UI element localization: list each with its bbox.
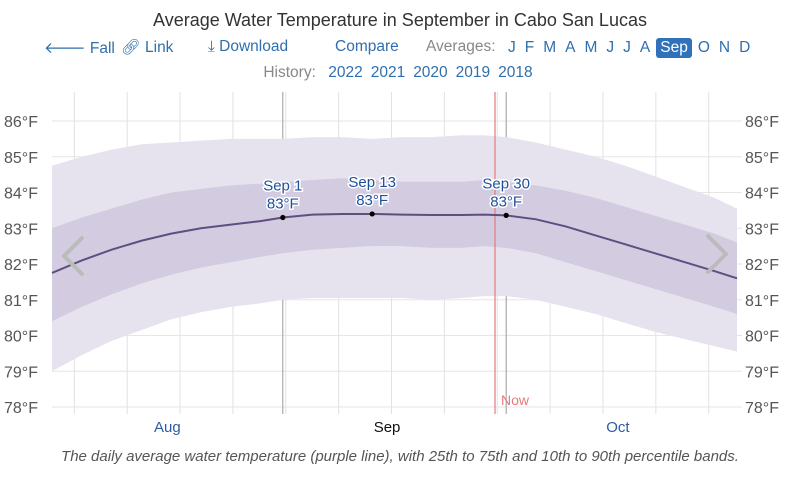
y-tick-label-right: 85°F	[745, 150, 779, 167]
month-link[interactable]: O	[697, 39, 710, 56]
annotation-date: Sep 1	[263, 178, 302, 195]
chevron-left-icon[interactable]	[62, 236, 84, 276]
y-tick-label-right: 80°F	[745, 329, 779, 346]
month-link[interactable]: J	[508, 39, 516, 56]
month-selector: J F M A M J J A Sep O N D	[505, 38, 756, 58]
now-label: Now	[501, 392, 530, 408]
prev-season-label: Fall	[89, 40, 115, 57]
month-link[interactable]: A	[565, 39, 576, 56]
download-button[interactable]: ⤓ Download	[208, 38, 288, 56]
month-link[interactable]: M	[584, 39, 598, 56]
history-years: 2022 2021 2020 2019 2018	[324, 64, 536, 81]
annotation-value: 83°F	[490, 193, 522, 210]
month-link[interactable]: J	[606, 39, 615, 56]
download-icon: ⤓	[208, 38, 215, 55]
download-label: Download	[219, 38, 289, 55]
month-link[interactable]: D	[739, 39, 751, 56]
prev-season-button[interactable]: 🡐 Fall	[44, 38, 115, 58]
mean-line-group: Now	[51, 92, 738, 414]
annotation-value: 83°F	[267, 196, 299, 213]
chart-nav	[62, 234, 728, 276]
month-link[interactable]: J	[623, 39, 631, 56]
history-year-link[interactable]: 2022	[328, 64, 363, 81]
arrow-left-icon: 🡐	[44, 40, 86, 57]
page-title: Average Water Temperature in September i…	[153, 10, 647, 30]
y-tick-label-left: 85°F	[4, 150, 38, 167]
annotation-value: 83°F	[356, 192, 388, 209]
y-tick-label-left: 80°F	[4, 329, 38, 346]
annotation-point	[369, 211, 375, 217]
y-tick-label-right: 82°F	[745, 257, 779, 274]
compare-button[interactable]: Compare	[335, 38, 399, 55]
month-link[interactable]: M	[543, 39, 557, 56]
averages-label: Averages:	[426, 38, 496, 55]
y-tick-label-left: 78°F	[4, 400, 38, 417]
link-icon: 🔗︎	[121, 39, 141, 56]
x-month-label: Aug	[154, 419, 181, 436]
chevron-right-icon[interactable]	[706, 234, 728, 274]
history-label: History:	[263, 64, 316, 81]
percentile-bands	[52, 135, 737, 372]
month-link[interactable]: F	[524, 39, 535, 56]
y-tick-label-left: 79°F	[4, 364, 38, 381]
link-label: Link	[145, 39, 174, 56]
band-25-75	[52, 178, 737, 322]
y-tick-label-right: 79°F	[745, 364, 779, 381]
y-tick-label-right: 86°F	[745, 114, 779, 131]
month-link[interactable]: N	[718, 39, 731, 56]
x-month-label: Sep	[374, 419, 401, 436]
y-tick-label-left: 84°F	[4, 186, 38, 203]
y-tick-label-right: 84°F	[745, 186, 779, 203]
axes: 78°F 78°F 79°F 79°F 80°F 80°F 81°F 81°F 82°F 82°F…	[4, 114, 779, 436]
history-year-link[interactable]: 2021	[370, 64, 406, 81]
y-tick-label-left: 81°F	[4, 293, 38, 310]
annotation-date: Sep 13	[348, 174, 396, 191]
y-tick-label-left: 83°F	[4, 221, 38, 238]
link-button[interactable]: 🔗︎ Link	[121, 38, 173, 57]
month-link[interactable]: Sep	[656, 38, 692, 58]
history-year-link[interactable]: 2018	[498, 64, 533, 81]
y-tick-label-right: 83°F	[745, 221, 779, 238]
y-tick-label-right: 81°F	[745, 293, 779, 310]
y-tick-label-left: 86°F	[4, 114, 38, 131]
y-tick-label-left: 82°F	[4, 257, 38, 274]
x-month-label: Oct	[606, 419, 630, 436]
annotation-point	[280, 214, 286, 221]
mean-line	[51, 212, 738, 280]
annotation-date: Sep 30	[482, 175, 530, 192]
chart-caption: The daily average water temperature (pur…	[61, 448, 739, 465]
y-tick-label-right: 78°F	[745, 400, 779, 417]
history-year-link[interactable]: 2020	[413, 64, 448, 81]
annotation-point	[503, 212, 509, 218]
history-row: History: 2022 2021 2020 2019 2018	[0, 64, 800, 82]
history-year-link[interactable]: 2019	[455, 64, 491, 81]
month-link[interactable]: A	[639, 39, 651, 56]
